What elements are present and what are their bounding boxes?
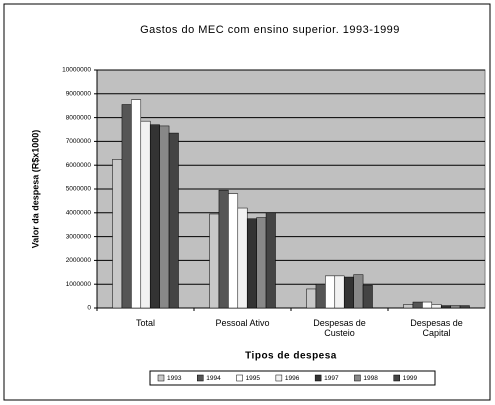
bar <box>112 159 123 309</box>
bar <box>121 104 132 309</box>
legend-swatch <box>197 374 204 382</box>
bar <box>315 283 326 309</box>
bar <box>362 285 373 309</box>
bar <box>306 288 317 309</box>
bar <box>218 189 229 309</box>
y-tick-label: 5000000 <box>66 186 92 193</box>
y-tick-label: 10000000 <box>62 67 91 74</box>
legend-label: 1993 <box>167 375 182 382</box>
bar <box>246 218 257 309</box>
legend-label: 1994 <box>206 375 221 382</box>
bar <box>450 305 461 309</box>
legend-swatch <box>275 374 283 382</box>
bar <box>343 276 354 309</box>
bar <box>168 132 179 309</box>
bar <box>440 305 451 309</box>
y-tick-label: 8000000 <box>66 114 92 121</box>
bar <box>228 193 239 309</box>
bar <box>325 275 336 309</box>
x-axis-label: Tipos de despesa <box>245 351 337 362</box>
bar <box>256 217 267 309</box>
legend-swatch <box>314 374 322 382</box>
legend-swatch <box>354 374 361 382</box>
y-tick-label: 6000000 <box>66 162 92 169</box>
x-tick-label: Despesas de Custeio <box>313 318 366 338</box>
x-tick-label: Despesas de Capital <box>410 318 463 338</box>
bar <box>265 212 276 309</box>
bar <box>140 120 151 309</box>
legend-swatch <box>393 374 400 382</box>
bar <box>159 125 170 309</box>
y-tick-label: 4000000 <box>66 210 92 217</box>
legend-label: 1996 <box>285 375 300 382</box>
bar <box>422 301 433 309</box>
bar <box>209 213 220 309</box>
bar <box>412 301 423 309</box>
bar <box>431 304 442 309</box>
bar <box>459 305 470 309</box>
legend-label: 1997 <box>324 375 339 382</box>
y-tick-label: 9000000 <box>66 91 92 98</box>
legend-label: 1998 <box>363 375 378 382</box>
y-tick-label: 7000000 <box>66 138 92 145</box>
legend-label: 1995 <box>246 375 261 382</box>
legend-label: 1999 <box>403 375 418 382</box>
legend-swatch <box>236 374 243 382</box>
bar <box>149 124 160 309</box>
legend-swatch <box>157 374 165 382</box>
y-tick-label: 0 <box>87 305 91 312</box>
bar <box>131 99 142 309</box>
y-tick-label: 1000000 <box>66 281 92 288</box>
bar <box>353 274 364 309</box>
y-tick-label: 3000000 <box>66 233 92 240</box>
legend-box <box>149 370 436 386</box>
bar <box>403 304 414 309</box>
y-tick-label: 2000000 <box>66 257 92 264</box>
bar <box>237 207 248 309</box>
chart-title: Gastos do MEC com ensino superior. 1993-… <box>140 24 400 36</box>
x-tick-label: Total <box>135 318 155 328</box>
bar <box>334 275 345 309</box>
x-tick-label: Pessoal Ativo <box>215 318 270 328</box>
y-axis-label: Valor da despesa (R$x1000) <box>30 130 40 249</box>
